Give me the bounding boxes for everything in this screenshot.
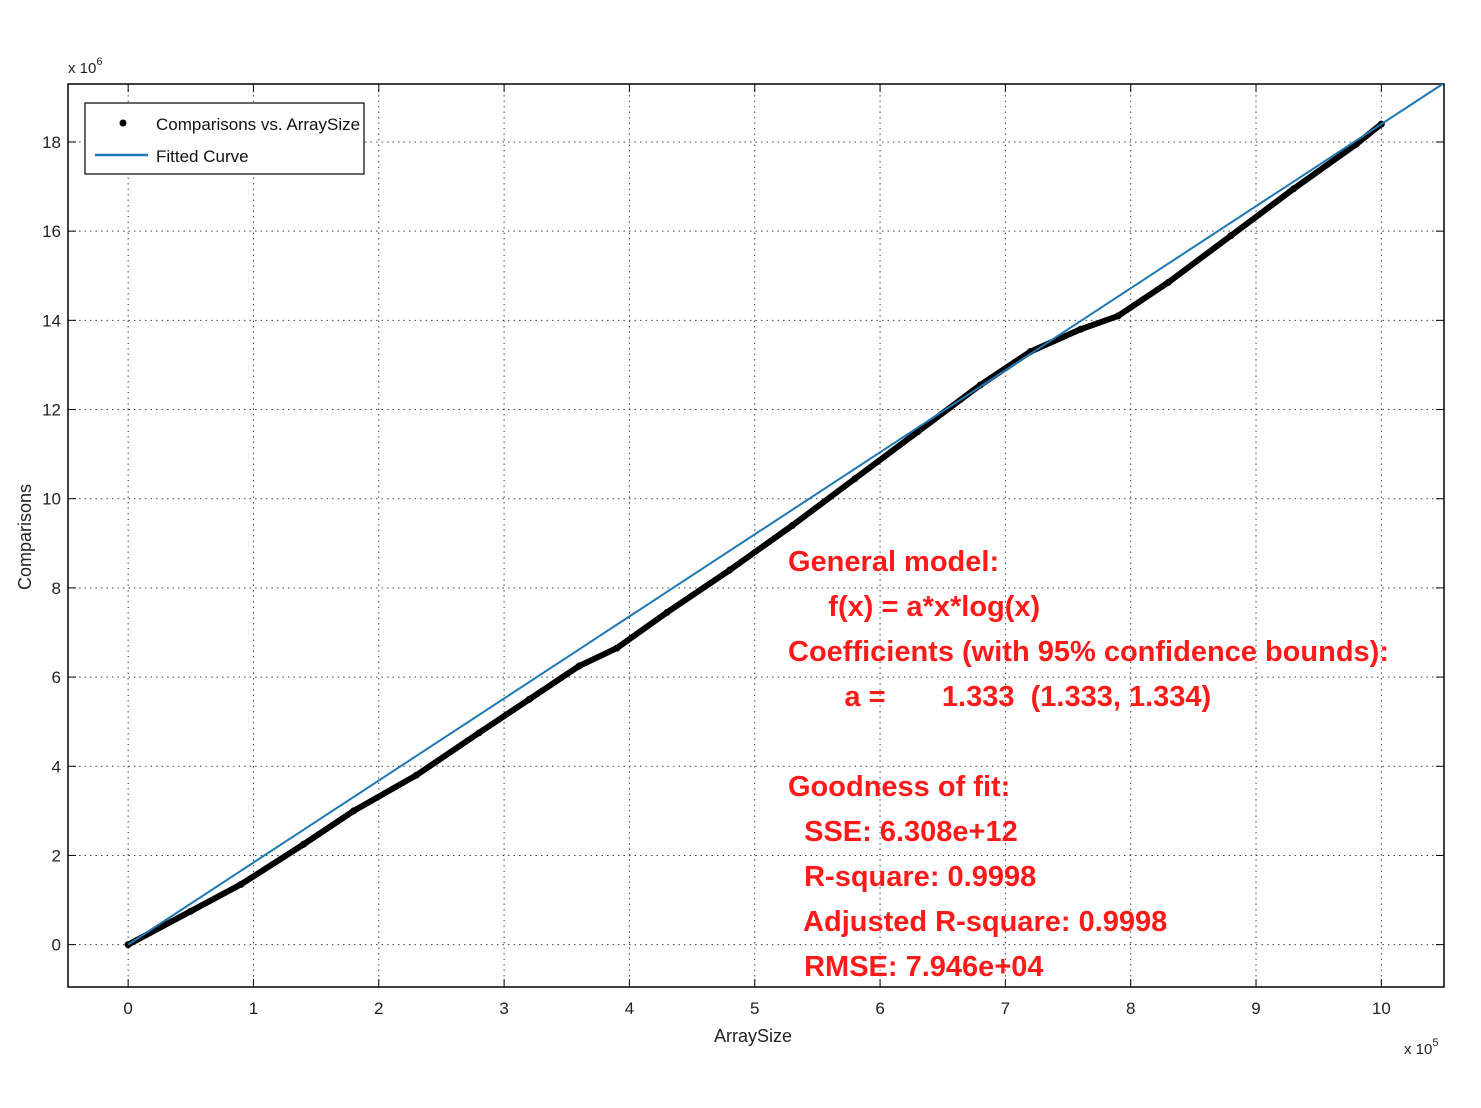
fit-annotation-line bbox=[788, 720, 1478, 765]
x-multiplier-exponent: 5 bbox=[1432, 1037, 1438, 1049]
fit-annotation-line: Coefficients (with 95% confidence bounds… bbox=[788, 636, 1389, 668]
comparisons-data-point bbox=[1164, 278, 1172, 286]
legend: Comparisons vs. ArraySize Fitted Curve bbox=[84, 102, 365, 175]
comparisons-data-point bbox=[851, 475, 859, 483]
x-tick-label: 9 bbox=[1251, 999, 1260, 1018]
x-axis-label: ArraySize bbox=[714, 1026, 792, 1046]
comparisons-data-point bbox=[788, 521, 796, 529]
comparisons-data-point bbox=[726, 566, 734, 574]
x-tick-label: 10 bbox=[1372, 999, 1391, 1018]
comparisons-data-point bbox=[350, 807, 358, 815]
y-tick-label: 2 bbox=[52, 846, 61, 865]
y-multiplier-base: x 10 bbox=[68, 60, 96, 77]
comparisons-data-point bbox=[613, 644, 621, 652]
y-tick-label: 6 bbox=[52, 668, 61, 687]
comparisons-series-trace bbox=[125, 121, 1385, 948]
comparisons-data-point bbox=[187, 907, 195, 915]
legend-box bbox=[84, 102, 365, 175]
y-tick-label: 8 bbox=[52, 579, 61, 598]
fit-results-annotation: General model: f(x) = a*x*log(x) Coeffici… bbox=[788, 540, 1478, 990]
comparisons-data-point bbox=[300, 840, 308, 848]
x-tick-label: 8 bbox=[1126, 999, 1135, 1018]
y-axis-label: Comparisons bbox=[15, 484, 35, 590]
comparisons-data-point bbox=[1077, 325, 1085, 333]
legend-marker-comparisons bbox=[119, 119, 127, 127]
comparisons-data-point bbox=[237, 880, 245, 888]
fit-annotation-line: a = 1.333 (1.333, 1.334) bbox=[788, 681, 1212, 713]
y-tick-label: 14 bbox=[42, 311, 61, 330]
y-tick-label: 18 bbox=[42, 133, 61, 152]
x-tick-label: 3 bbox=[499, 999, 508, 1018]
y-tick-label: 16 bbox=[42, 222, 61, 241]
grid bbox=[68, 84, 1444, 987]
comparisons-data-point bbox=[575, 662, 583, 670]
y-multiplier-exponent: 6 bbox=[96, 56, 102, 68]
y-tick-label: 0 bbox=[52, 936, 61, 955]
comparisons-data-point bbox=[1227, 232, 1235, 240]
fit-annotation-line: f(x) = a*x*log(x) bbox=[788, 591, 1041, 623]
plot-area-frame bbox=[67, 83, 1445, 988]
comparisons-data-point bbox=[1290, 185, 1298, 193]
legend-label-comparisons: Comparisons vs. ArraySize bbox=[156, 115, 360, 134]
x-tick-label: 1 bbox=[249, 999, 258, 1018]
fit-annotation-line: SSE: 6.308e+12 bbox=[788, 816, 1018, 848]
comparisons-data-point bbox=[475, 729, 483, 737]
fit-annotation-line: General model: bbox=[788, 546, 1000, 578]
fit-annotation-line: R-square: 0.9998 bbox=[788, 861, 1037, 893]
x-tick-label: 5 bbox=[750, 999, 759, 1018]
x-tick-label: 4 bbox=[625, 999, 634, 1018]
fit-annotation-line: Adjusted R-square: 0.9998 bbox=[788, 906, 1168, 938]
comparisons-data-point bbox=[525, 695, 533, 703]
x-axis-multiplier: x 105 bbox=[1404, 1037, 1438, 1058]
y-tick-label: 10 bbox=[42, 490, 61, 509]
comparisons-data-point bbox=[412, 771, 420, 779]
comparisons-data-point bbox=[1114, 312, 1122, 320]
fit-annotation-line: RMSE: 7.946e+04 bbox=[788, 951, 1044, 983]
series-layer bbox=[124, 83, 1444, 949]
x-tick-label: 6 bbox=[875, 999, 884, 1018]
x-multiplier-base: x 10 bbox=[1404, 1041, 1432, 1058]
y-tick-label: 4 bbox=[52, 757, 61, 776]
y-tick-label: 12 bbox=[42, 401, 61, 420]
x-tick-label: 0 bbox=[123, 999, 132, 1018]
y-axis-multiplier: x 106 bbox=[68, 56, 102, 77]
comparisons-data-point bbox=[663, 608, 671, 616]
legend-label-fitted: Fitted Curve bbox=[156, 147, 249, 166]
x-tick-label: 7 bbox=[1001, 999, 1010, 1018]
fitted-curve-line bbox=[127, 83, 1444, 946]
x-tick-label: 2 bbox=[374, 999, 383, 1018]
comparisons-data-point bbox=[914, 428, 922, 436]
fit-annotation-line: Goodness of fit: bbox=[788, 771, 1011, 803]
